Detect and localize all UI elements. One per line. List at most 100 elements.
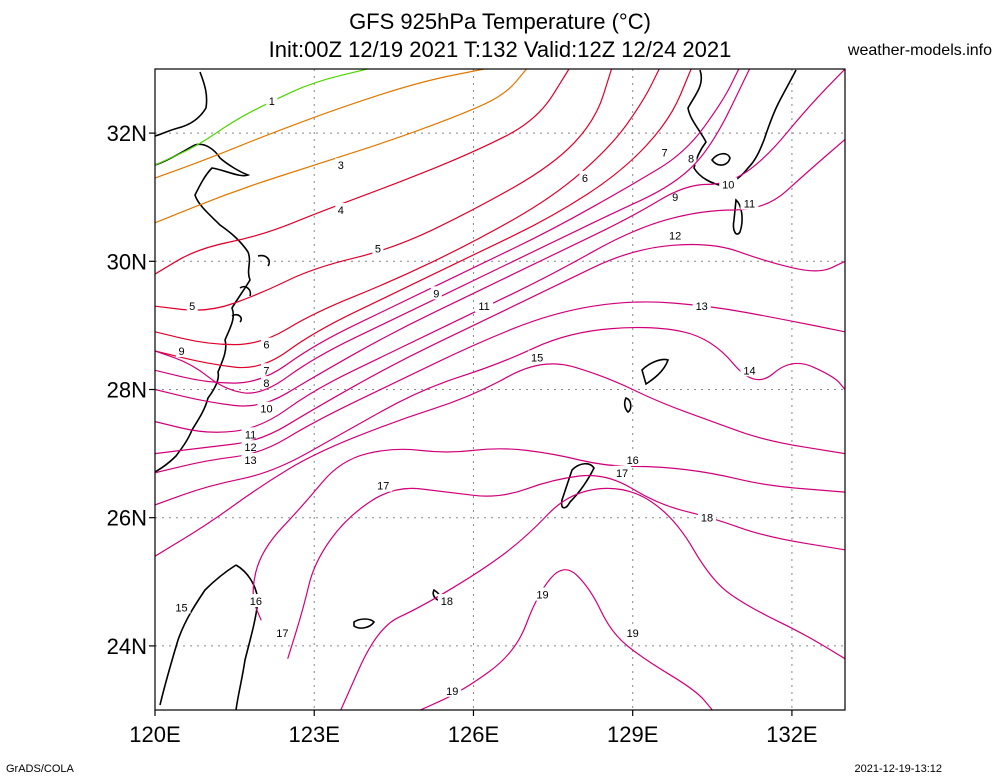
- island-tanegashima: [732, 198, 743, 235]
- contour-label: 5: [189, 301, 195, 313]
- contour-label: 11: [478, 301, 489, 313]
- contour-line-16: [252, 448, 845, 621]
- contour-line-3: [155, 69, 527, 224]
- y-tick-label: 24N: [107, 634, 147, 659]
- map-subtitle: Init:00Z 12/19 2021 T:132 Valid:12Z 12/2…: [268, 37, 732, 62]
- x-tick-label: 129E: [607, 722, 658, 747]
- contour-label-bg: [692, 299, 711, 313]
- contour-label: 17: [377, 481, 389, 493]
- contour-label: 4: [338, 205, 344, 217]
- contour-line-10: [155, 69, 845, 407]
- contour-label: 10: [260, 404, 272, 416]
- contour-label: 19: [536, 590, 548, 602]
- islands-zhoushan: [231, 254, 271, 323]
- contour-label: 9: [433, 288, 439, 300]
- contour-line-6: [155, 69, 660, 346]
- contour-label-bg: [260, 363, 272, 377]
- contour-label: 12: [669, 231, 681, 243]
- contour-label-bg: [246, 594, 265, 608]
- contour-line-14: [155, 326, 845, 506]
- coastline-taiwan: [159, 564, 259, 710]
- y-tick-label: 26N: [107, 506, 147, 531]
- contour-label: 16: [250, 596, 262, 608]
- source-label: weather-models.info: [847, 42, 992, 59]
- contour-label: 10: [722, 179, 734, 191]
- contour-line-18: [340, 487, 845, 710]
- contour-label-bg: [335, 158, 347, 172]
- contour-line-8: [155, 69, 740, 384]
- contour-label-bg: [659, 145, 671, 159]
- contour-label-bg: [443, 683, 462, 697]
- map-title: GFS 925hPa Temperature (°C): [349, 9, 651, 34]
- contour-label: 6: [582, 173, 588, 185]
- island-tokunoshima: [623, 397, 632, 413]
- contour-label-bg: [475, 299, 494, 313]
- contour-label: 6: [263, 340, 269, 352]
- island-ishigaki: [353, 618, 376, 629]
- coastline-china: [155, 143, 251, 473]
- contour-label-bg: [623, 626, 642, 640]
- island-amami: [641, 358, 670, 386]
- contour-label-bg: [273, 626, 292, 640]
- island-jeju: [710, 152, 731, 166]
- contour-label: 17: [276, 628, 288, 640]
- contour-line-4: [155, 69, 570, 275]
- contour-line-2: [155, 69, 485, 179]
- contour-label-bg: [260, 376, 272, 390]
- contour-label: 13: [244, 455, 256, 467]
- x-tick-label: 126E: [448, 722, 499, 747]
- contour-label-bg: [437, 594, 456, 608]
- contour-line-7: [155, 69, 692, 369]
- grid-lines: [155, 69, 845, 710]
- contour-label-bg: [623, 453, 642, 467]
- contour-label-bg: [257, 401, 276, 415]
- contour-label: 11: [744, 199, 755, 211]
- x-tick-label: 120E: [129, 722, 180, 747]
- contour-line-19: [420, 569, 713, 710]
- coastline-kyushu: [687, 69, 797, 187]
- axis-ticks: 120E 123E 126E 129E 132E 24N 26N 28N 30N 32N: [107, 121, 818, 747]
- contour-label-bg: [740, 196, 759, 210]
- contour-label: 15: [175, 602, 187, 614]
- contour-label-bg: [685, 151, 697, 165]
- coastlines: [155, 69, 797, 710]
- contour-label-bg: [698, 510, 716, 524]
- contour-line-12: [155, 243, 845, 455]
- contour-label: 1: [269, 96, 275, 108]
- contour-label: 15: [531, 352, 543, 364]
- contour-line-15: [155, 363, 845, 557]
- contour-label: 14: [743, 365, 755, 377]
- y-tick-label: 30N: [107, 249, 147, 274]
- x-tick-label: 132E: [766, 722, 817, 747]
- y-tick-label: 28N: [107, 378, 147, 403]
- y-tick-label: 32N: [107, 121, 147, 146]
- contour-label-bg: [666, 228, 685, 242]
- contour-label-bg: [669, 190, 681, 204]
- x-tick-label: 123E: [289, 722, 340, 747]
- contour-label-bg: [186, 299, 198, 313]
- contour-label: 11: [245, 429, 256, 441]
- contour-line-1: [155, 69, 368, 166]
- contour-label-bg: [176, 344, 188, 358]
- contour-label-bg: [613, 465, 632, 479]
- contour-label-bg: [430, 286, 442, 300]
- coastline-china-north: [155, 71, 208, 137]
- contour-label-bg: [241, 427, 260, 441]
- contour-label-bg: [241, 440, 260, 454]
- temperature-contours: 1345566778899910101111111212131314151516…: [155, 69, 845, 710]
- contour-label: 13: [696, 301, 708, 313]
- contour-label-bg: [374, 478, 393, 492]
- contour-line-9: [155, 69, 751, 394]
- contour-label: 9: [672, 192, 678, 204]
- contour-label: 18: [441, 596, 453, 608]
- contour-label-bg: [260, 337, 272, 351]
- footer-right: 2021-12-19-13:12: [854, 763, 942, 775]
- contour-label-bg: [372, 241, 384, 255]
- contour-label: 16: [627, 455, 639, 467]
- contour-label-bg: [579, 170, 591, 184]
- contour-label: 19: [627, 628, 639, 640]
- contour-label-bg: [172, 600, 191, 614]
- contour-label: 12: [244, 442, 256, 454]
- contour-label-bg: [266, 94, 278, 108]
- contour-label: 8: [263, 378, 269, 390]
